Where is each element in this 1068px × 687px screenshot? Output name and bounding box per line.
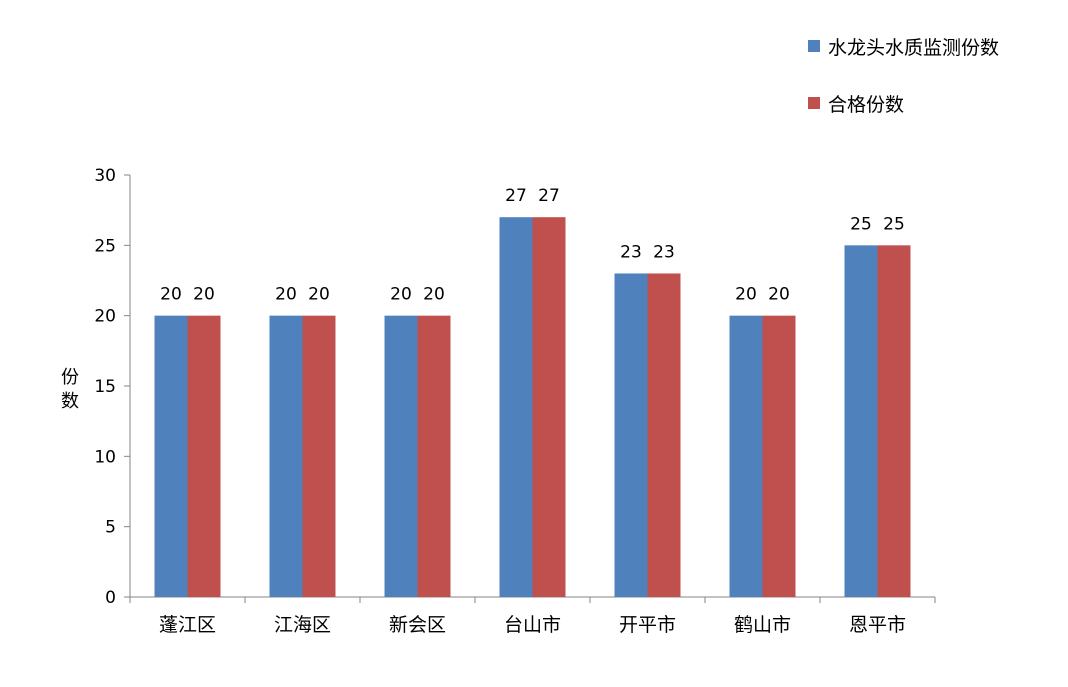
bar-monitored xyxy=(384,315,418,597)
legend-label: 水龙头水质监测份数 xyxy=(828,37,999,59)
y-axis-label-char: 份 xyxy=(61,367,79,388)
data-label: 27 xyxy=(538,186,560,206)
data-label: 20 xyxy=(768,285,790,305)
data-label: 20 xyxy=(735,285,757,305)
y-tick-label: 15 xyxy=(94,377,116,397)
x-tick-label: 蓬江区 xyxy=(159,614,216,636)
x-tick-label: 台山市 xyxy=(504,614,561,636)
x-tick-label: 新会区 xyxy=(389,614,446,636)
bars xyxy=(154,217,911,598)
y-tick-label: 25 xyxy=(94,236,116,256)
bar-qualified xyxy=(647,273,681,597)
data-label: 20 xyxy=(275,285,297,305)
bar-monitored xyxy=(844,245,878,598)
bar-monitored xyxy=(729,315,763,597)
bar-qualified xyxy=(532,217,566,597)
bar-monitored xyxy=(154,315,188,597)
y-tick-label: 10 xyxy=(94,447,116,467)
legend-label: 合格份数 xyxy=(828,94,904,116)
data-label: 25 xyxy=(850,214,872,234)
y-tick-label: 0 xyxy=(105,588,116,608)
x-tick-label: 鹤山市 xyxy=(734,614,791,636)
data-label: 20 xyxy=(308,285,330,305)
legend-swatch xyxy=(808,40,820,52)
legend-swatch xyxy=(808,97,820,109)
data-label: 20 xyxy=(390,285,412,305)
data-label: 23 xyxy=(653,242,675,262)
data-label: 20 xyxy=(193,285,215,305)
y-axis-label-char: 数 xyxy=(61,391,79,412)
y-tick-label: 5 xyxy=(105,518,116,538)
bar-qualified xyxy=(187,315,221,597)
data-labels: 20 20 20 20 20 20 27 27 23 23 20 20 25 25 xyxy=(160,186,905,304)
bar-monitored xyxy=(614,273,648,597)
data-label: 20 xyxy=(160,285,182,305)
x-tick-label: 恩平市 xyxy=(849,614,906,636)
data-label: 23 xyxy=(620,242,642,262)
x-tick-label: 江海区 xyxy=(274,614,331,636)
bar-qualified xyxy=(877,245,911,598)
x-tick-label: 开平市 xyxy=(619,614,676,636)
bar-qualified xyxy=(302,315,336,597)
y-tick-label: 20 xyxy=(94,307,116,327)
bar-qualified xyxy=(762,315,796,597)
data-label: 27 xyxy=(505,186,527,206)
bar-monitored xyxy=(269,315,303,597)
bar-monitored xyxy=(499,217,533,597)
data-label: 25 xyxy=(883,214,905,234)
bar-qualified xyxy=(417,315,451,597)
data-label: 20 xyxy=(423,285,445,305)
y-tick-label: 30 xyxy=(94,166,116,186)
